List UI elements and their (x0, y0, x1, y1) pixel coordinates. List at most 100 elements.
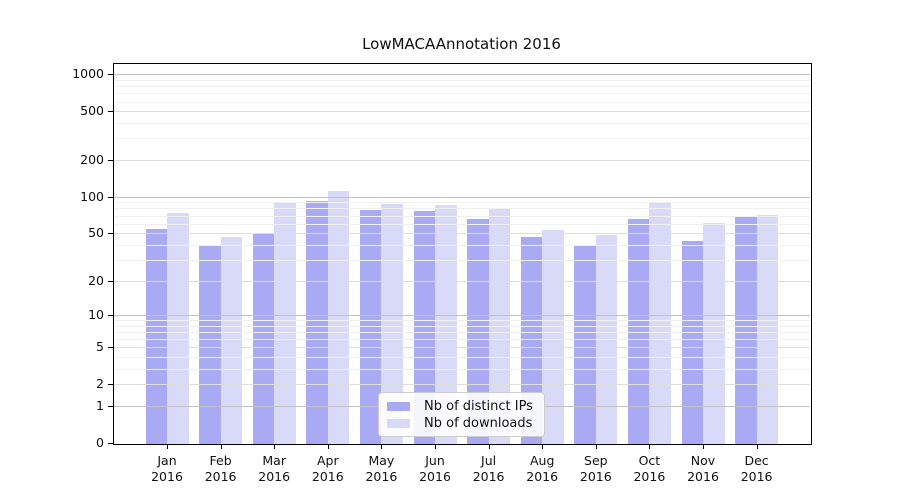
y-tick-label-10: 10 (88, 307, 104, 322)
bar-downloads-jun (435, 204, 457, 444)
x-label-year: 2016 (419, 469, 451, 484)
gridline-minor-70 (113, 215, 810, 217)
y-tick-label-1000: 1000 (72, 66, 104, 82)
bar-downloads-aug (542, 230, 564, 444)
bar-ips-may (359, 209, 382, 444)
x-tick-nov (703, 444, 704, 449)
gridline-5 (113, 347, 810, 349)
gridline-minor-3 (113, 369, 810, 370)
x-tick-label-may: May 2016 (349, 453, 413, 485)
x-label-year: 2016 (740, 469, 773, 484)
bar-downloads-may (381, 204, 403, 444)
x-tick-label-apr: Apr 2016 (296, 453, 360, 485)
x-label-month: Jan (157, 453, 177, 468)
gridline-10 (113, 315, 810, 316)
gridline-100 (113, 196, 810, 198)
gridline-minor-9 (113, 320, 810, 322)
gridline-500 (113, 111, 810, 113)
y-tick-500 (108, 111, 113, 113)
y-tick-10 (108, 315, 113, 316)
bar-ips-sep (574, 244, 596, 444)
y-tick-1 (108, 406, 113, 407)
bar-ips-nov (681, 241, 703, 444)
bar-ips-feb (199, 244, 221, 444)
x-tick-label-nov: Nov 2016 (671, 453, 735, 485)
gridline-minor-700 (113, 93, 810, 95)
y-tick-label-0: 0 (96, 435, 104, 450)
chart-title: LowMACAAnnotation 2016 (362, 35, 561, 53)
legend-row-distinct-ips: Nb of distinct IPs (387, 398, 536, 415)
x-label-year: 2016 (151, 469, 183, 484)
x-tick-label-mar: Mar 2016 (242, 453, 306, 485)
y-tick-50 (108, 233, 113, 235)
legend-swatch-downloads (387, 419, 410, 428)
bar-ips-jul (467, 219, 489, 444)
x-tick-jan (167, 444, 168, 449)
gridline-minor-80 (113, 208, 810, 210)
bar-downloads-feb (220, 237, 243, 444)
x-tick-label-feb: Feb 2016 (189, 453, 253, 485)
x-label-month: Apr (316, 453, 339, 468)
x-label-year: 2016 (311, 469, 344, 484)
legend-label-downloads: Nb of downloads (424, 416, 533, 431)
x-label-year: 2016 (526, 469, 559, 484)
gridline-minor-90 (113, 202, 810, 204)
y-tick-0 (108, 443, 113, 444)
x-tick-label-jul: Jul 2016 (457, 453, 521, 485)
y-tick-5 (108, 347, 113, 349)
y-tick-1000 (108, 74, 113, 76)
legend-row-downloads: Nb of downloads (387, 415, 536, 432)
x-label-year: 2016 (633, 469, 666, 484)
bar-downloads-mar (274, 201, 296, 444)
x-tick-label-jan: Jan 2016 (135, 453, 199, 485)
gridline-minor-800 (113, 86, 810, 88)
gridline-minor-600 (113, 101, 810, 103)
legend-label-distinct-ips: Nb of distinct IPs (424, 399, 533, 414)
x-label-year: 2016 (472, 469, 505, 484)
x-label-month: Sep (584, 453, 608, 468)
x-label-year: 2016 (365, 469, 398, 484)
bar-downloads-dec (756, 214, 779, 444)
x-label-month: Aug (529, 453, 555, 468)
gridline-2 (113, 384, 810, 386)
bar-ips-dec (735, 216, 757, 444)
x-label-year: 2016 (258, 469, 291, 484)
bar-ips-apr (306, 200, 328, 444)
x-label-year: 2016 (687, 469, 719, 484)
y-tick-100 (108, 196, 113, 198)
gridline-minor-8 (113, 325, 810, 327)
y-tick-label-50: 50 (88, 225, 104, 241)
x-label-month: Mar (262, 453, 286, 468)
gridline-50 (113, 233, 810, 235)
x-tick-label-sep: Sep 2016 (564, 453, 628, 485)
gridline-200 (113, 159, 810, 161)
gridline-minor-900 (113, 79, 810, 81)
y-tick-label-100: 100 (80, 188, 104, 204)
gridline-minor-7 (113, 332, 810, 333)
gridline-minor-4 (113, 357, 810, 359)
y-tick-label-200: 200 (80, 151, 104, 167)
gridline-20 (113, 280, 810, 282)
bar-ips-mar (252, 233, 275, 444)
gridline-minor-60 (113, 223, 810, 225)
y-tick-label-5: 5 (96, 339, 104, 355)
bar-downloads-oct (649, 202, 671, 444)
x-label-month: Jul (481, 453, 497, 468)
gridline-1000 (113, 74, 810, 76)
y-tick-label-20: 20 (88, 272, 104, 288)
y-tick-200 (108, 159, 113, 161)
x-tick-jun (435, 444, 436, 449)
bar-ips-jun (413, 211, 435, 444)
x-tick-dec (756, 444, 758, 449)
x-label-month: Jun (425, 453, 445, 468)
y-tick-20 (108, 280, 113, 282)
x-tick-sep (595, 444, 597, 449)
x-tick-label-aug: Aug 2016 (510, 453, 574, 485)
bar-ips-jan (145, 229, 167, 444)
y-tick-2 (108, 384, 113, 386)
x-tick-jul (488, 444, 490, 449)
x-tick-label-oct: Oct 2016 (617, 453, 681, 485)
x-tick-may (381, 444, 383, 449)
x-tick-feb (220, 444, 222, 449)
